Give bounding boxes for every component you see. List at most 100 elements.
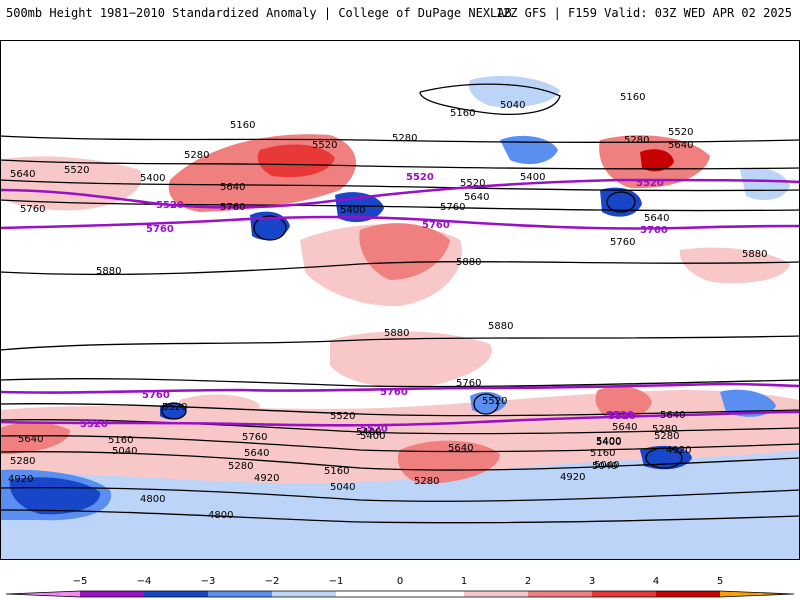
contour-5880-north (0, 261, 800, 276)
contour-label: 5640 (464, 192, 489, 203)
anomaly-negative-6 (720, 389, 776, 417)
contour-label: 5880 (456, 257, 481, 268)
colorbar-tick-label: −2 (265, 576, 280, 587)
contour-label: 5520 (360, 424, 388, 435)
contour-label: 5520 (606, 410, 634, 421)
contour-5520-north (0, 178, 800, 209)
colorbar-segment-pos5 (720, 591, 794, 597)
colorbar-segment-pos4 (656, 591, 720, 597)
highlight-contour-layer (0, 178, 800, 427)
contour-label: 5280 (414, 476, 439, 487)
contour-label: 5760 (20, 204, 45, 215)
contour-label: 5640 (660, 410, 685, 421)
contour-label: 5400 (520, 172, 545, 183)
colorbar-tick-label: 3 (589, 576, 595, 587)
colorbar-tick-labels: −5 −4 −3 −2 −1 0 1 2 3 4 5 (73, 576, 724, 587)
contour-label: 5640 (10, 169, 35, 180)
contour-label: 4800 (140, 494, 165, 505)
contour-5520-south (0, 410, 800, 427)
colorbar-tick-label: −1 (329, 576, 344, 587)
low-center-pacific (253, 215, 287, 241)
contour-label: 5760 (146, 224, 174, 235)
contour-label: 4800 (208, 510, 233, 521)
anomaly-positive-pacific-core (257, 144, 335, 178)
contour-label: 5280 (10, 456, 35, 467)
contour-5280 (0, 419, 800, 435)
contour-label: 4920 (560, 472, 585, 483)
colorbar-tick-label: −4 (137, 576, 152, 587)
anomaly-map: 5160 5040 5160 5280 5160 5520 5280 5640 … (0, 40, 800, 560)
low-center-atlantic (606, 191, 636, 213)
anomaly-fill-layer-north (0, 75, 790, 307)
contour-label: 5760 (242, 432, 267, 443)
colorbar-tick-label: 0 (397, 576, 403, 587)
contour-label: 5640 (668, 140, 693, 151)
contour-label: 5760 (422, 220, 450, 231)
contour-label-layer: 5160 5040 5160 5280 5160 5520 5280 5640 … (8, 92, 767, 521)
colorbar-segment-pos1 (464, 591, 528, 597)
anomaly-positive-3 (0, 422, 70, 454)
contour-label: 5280 (624, 135, 649, 146)
contour-label: 5520 (64, 165, 89, 176)
contour-label: 5760 (610, 237, 635, 248)
contour-5880-south (0, 335, 800, 351)
contour-label: 5880 (96, 266, 121, 277)
contour-label: 5640 (220, 182, 245, 193)
contour-label: 5520 (162, 402, 187, 413)
colorbar-segment-pos2 (528, 591, 592, 597)
contour-label: 5520 (636, 178, 664, 189)
contour-label: 5280 (184, 150, 209, 161)
contour-5760-south (0, 382, 800, 394)
contour-label: 5760 (220, 202, 245, 213)
contour-label: 4920 (254, 473, 279, 484)
contour-label: 5640 (612, 422, 637, 433)
colorbar-tick-label: 4 (653, 576, 659, 587)
colorbar-segment-neg3 (144, 591, 208, 597)
height-contour-layer (0, 83, 800, 524)
contour-label: 5280 (652, 424, 677, 435)
contour-5280-north (0, 159, 800, 170)
colorbar-segment-pos3 (592, 591, 656, 597)
contour-label: 5160 (324, 466, 349, 477)
run-info: 12Z GFS | F159 Valid: 03Z WED APR 02 202… (495, 6, 792, 20)
colorbar-tick-label: 2 (525, 576, 531, 587)
contour-label: 5280 (392, 133, 417, 144)
contour-5040-north (419, 83, 561, 115)
colorbar-segments (5, 590, 795, 598)
contour-label: 5520 (406, 172, 434, 183)
contour-label: 5760 (380, 387, 408, 398)
contour-4920 (0, 486, 800, 502)
contour-label: 5640 (448, 443, 473, 454)
colorbar-segment-neg1 (272, 591, 336, 597)
low-center-south-atlantic (473, 393, 499, 415)
colorbar: −5 −4 −3 −2 −1 0 1 2 3 4 5 (5, 576, 795, 598)
contour-label: 5520 (156, 200, 184, 211)
contour-label: 5400 (596, 436, 621, 447)
contour-label: 5520 (80, 419, 108, 430)
colorbar-tick-label: 5 (717, 576, 723, 587)
anomaly-negative-2 (9, 477, 101, 515)
anomaly-positive-6 (595, 386, 652, 419)
anomaly-positive-america-core (359, 223, 450, 280)
contour-5640-north (0, 199, 800, 212)
map-title: 500mb Height 1981−2010 Standardized Anom… (6, 6, 512, 20)
contour-label: 5640 (644, 213, 669, 224)
contour-label: 5160 (450, 108, 475, 119)
colorbar-tick-label: 1 (461, 576, 467, 587)
colorbar-tick-label: −3 (201, 576, 216, 587)
contour-label: 5400 (340, 205, 365, 216)
contour-label: 5880 (488, 321, 513, 332)
contour-label: 5520 (668, 127, 693, 138)
contour-4800 (0, 509, 800, 524)
contour-label: 5520 (608, 411, 636, 422)
contour-label: 5760 (440, 202, 465, 213)
contour-label: 5280 (654, 431, 679, 442)
contour-label: 5160 (620, 92, 645, 103)
contour-label: 5880 (384, 328, 409, 339)
colorbar-tick-label: −5 (73, 576, 88, 587)
contour-label: 4920 (666, 445, 691, 456)
low-center-south (161, 402, 187, 420)
contour-5160-north (0, 135, 800, 143)
contour-5400 (0, 403, 800, 417)
contour-label: 4920 (8, 474, 33, 485)
